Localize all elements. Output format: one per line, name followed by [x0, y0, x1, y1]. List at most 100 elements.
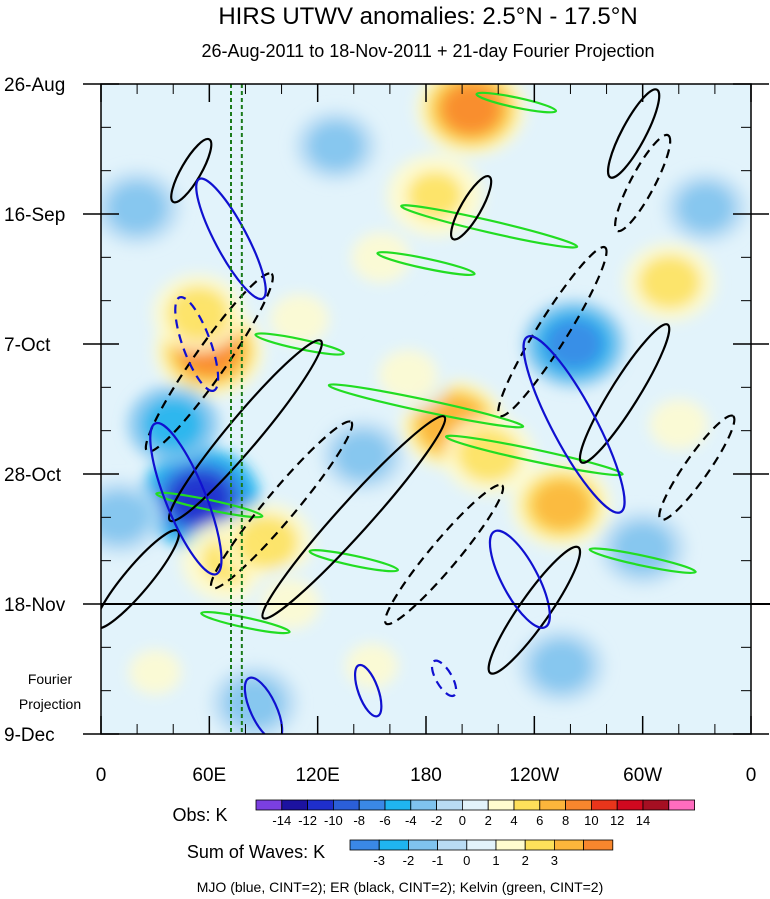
er-contour: [497, 245, 608, 418]
y-tick-label: 7-Oct: [4, 335, 51, 356]
colorbar-swatch: [524, 839, 555, 851]
er-contour: [578, 323, 671, 464]
y-tick-label: 9-Dec: [4, 725, 55, 746]
er-contour: [450, 175, 493, 241]
mjo-contour: [353, 663, 383, 718]
er-contour: [658, 414, 736, 522]
mjo-contour: [174, 295, 220, 393]
anomaly-cell: [545, 319, 604, 369]
waves-colorbar-label: Sum of Waves: K: [187, 842, 325, 862]
x-tick-label: 120W: [510, 765, 560, 786]
chart-title: HIRS UTWV anomalies: 2.5°N - 17.5°N: [218, 3, 637, 30]
anomaly-cell: [649, 399, 709, 450]
colorbar-tick-label: -10: [324, 813, 343, 828]
colorbar-tick-label: -6: [379, 813, 391, 828]
mjo-contour: [522, 335, 626, 514]
colorbar-tick-label: 4: [510, 813, 517, 828]
colorbar-swatch: [539, 799, 566, 811]
colorbar-swatch: [436, 799, 463, 811]
colorbar-swatch: [487, 799, 515, 811]
kelvin-contour: [400, 204, 579, 249]
colorbar-swatch: [358, 799, 386, 811]
colorbar-tick-label: 2: [522, 853, 529, 868]
colorbar-swatch: [384, 799, 412, 811]
kelvin-contour: [444, 434, 624, 477]
anomaly-cell: [107, 182, 167, 234]
colorbar-swatch: [255, 799, 283, 811]
colorbar-tick-label: 12: [610, 813, 624, 828]
colorbar-swatch: [378, 839, 409, 851]
anomaly-cell: [677, 183, 734, 232]
colorbar-tick-label: 6: [536, 813, 543, 828]
colorbar-tick-label: -12: [298, 813, 317, 828]
er-contour: [614, 133, 672, 233]
x-tick-label: 60W: [623, 765, 662, 786]
er-contour: [487, 545, 582, 675]
colorbar-tick-label: 0: [459, 813, 466, 828]
er-contour: [167, 339, 323, 523]
er-contour: [261, 415, 447, 620]
anomaly-cell: [235, 515, 299, 569]
colorbar-tick-label: -2: [403, 853, 415, 868]
anomaly-cell: [345, 643, 399, 689]
wave-contours: [101, 88, 736, 734]
colorbar-swatch: [407, 839, 438, 851]
mjo-contour: [488, 529, 551, 629]
projection-label-line1: Fourier: [28, 671, 73, 687]
anomaly-cell: [334, 431, 391, 480]
mjo-contour: [195, 177, 267, 301]
obs-colorbar: -14 -12 -10 -8 -6 -4 -2 0 2 4 6 8 10 12 14: [255, 799, 695, 828]
anomaly-cell: [128, 649, 182, 695]
x-tick-label: 0: [746, 765, 757, 786]
colorbar-tick-label: -3: [373, 853, 385, 868]
colorbar-swatch: [513, 799, 541, 811]
chart-subtitle: 26-Aug-2011 to 18-Nov-2011 + 21-day Four…: [201, 41, 654, 61]
colorbar-tick-label: -1: [432, 853, 444, 868]
anomaly-cell: [531, 640, 591, 692]
x-axis: 0 60E 120E 180 120W 60W 0: [96, 84, 757, 786]
kelvin-contour: [200, 610, 291, 635]
contour-legend-footer: MJO (blue, CINT=2); ER (black, CINT=2); …: [197, 879, 604, 895]
colorbar-tick-label: -8: [353, 813, 365, 828]
projection-label-line2: Projection: [19, 696, 81, 712]
obs-colorbar-label: Obs: K: [172, 805, 227, 825]
colorbar-swatch: [461, 799, 489, 811]
colorbar-swatch: [281, 799, 308, 811]
colorbar-swatch: [307, 799, 334, 811]
colorbar-tick-label: 8: [562, 813, 569, 828]
anomaly-cell: [442, 84, 500, 134]
y-tick-label: 16-Sep: [4, 205, 65, 226]
colorbar-tick-label: 3: [551, 853, 558, 868]
anomaly-cell: [378, 349, 438, 401]
anomaly-cell: [638, 255, 701, 309]
x-tick-label: 120E: [295, 765, 339, 786]
colorbar-swatch: [642, 799, 670, 811]
reference-longitudes: [230, 84, 243, 734]
colorbar-swatch: [565, 799, 592, 811]
colorbar-swatch: [495, 839, 526, 851]
er-contour: [383, 483, 505, 626]
kelvin-contour: [475, 91, 558, 114]
colorbar-swatch: [410, 799, 437, 811]
x-tick-label: 0: [96, 765, 107, 786]
kelvin-contour: [327, 383, 525, 429]
er-contour: [606, 88, 661, 179]
x-tick-label: 60E: [192, 765, 226, 786]
colorbar-tick-label: 2: [485, 813, 492, 828]
colorbar-swatch: [466, 839, 497, 851]
y-axis: 26-Aug 16-Sep 7-Oct 28-Oct 18-Nov 9-Dec: [4, 75, 769, 746]
anomaly-cell: [101, 492, 149, 543]
anomaly-cell: [224, 677, 285, 729]
colorbar-tick-label: 0: [463, 853, 470, 868]
colorbar-swatch: [616, 799, 644, 811]
waves-colorbar: -3 -2 -1 0 1 2 3: [349, 839, 614, 868]
mjo-contour: [430, 659, 458, 698]
colorbar-tick-label: 10: [584, 813, 598, 828]
anomaly-cell: [167, 286, 230, 340]
colorbar-swatch: [349, 839, 380, 851]
er-contour: [209, 420, 354, 590]
colorbar-tick-label: 14: [636, 813, 650, 828]
x-tick-label: 180: [410, 765, 442, 786]
colorbar-swatch: [554, 839, 585, 851]
kelvin-contour: [376, 251, 476, 277]
